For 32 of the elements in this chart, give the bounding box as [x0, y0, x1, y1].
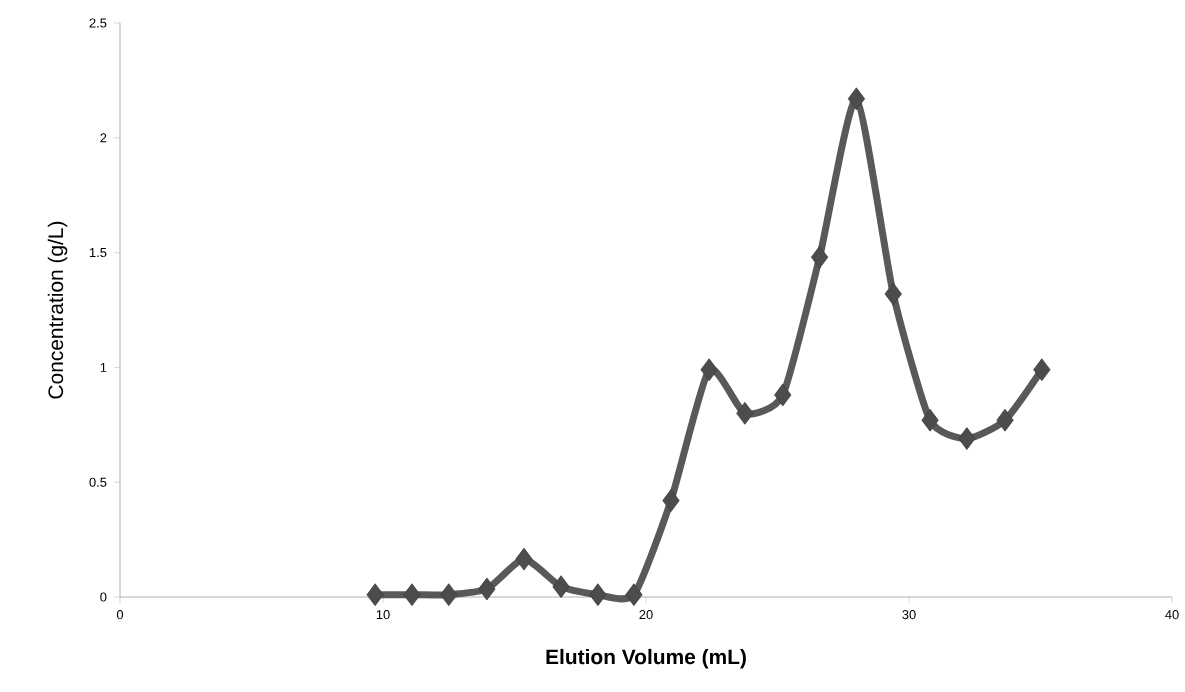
y-tick-label: 0	[100, 592, 107, 602]
x-axis-title: Elution Volume (mL)	[546, 648, 746, 669]
point	[996, 408, 1014, 432]
y-tick-label: 2.5	[89, 18, 107, 28]
x-tick-label: 40	[1165, 610, 1179, 620]
point	[810, 245, 829, 269]
point	[847, 87, 866, 111]
y-tick-label: 2	[100, 133, 107, 143]
point	[958, 427, 976, 450]
point	[662, 489, 680, 512]
x-tick-label: 20	[639, 610, 653, 620]
y-tick-label: 1	[100, 362, 107, 372]
y-axis-title: Concentration (g/L)	[47, 221, 68, 399]
point	[774, 383, 792, 407]
x-tick-label: 10	[376, 610, 390, 620]
point	[589, 583, 607, 607]
point	[700, 358, 718, 382]
point	[552, 575, 570, 599]
point	[515, 547, 533, 571]
point	[366, 583, 384, 607]
y-tick-label: 1.5	[89, 248, 107, 258]
point	[403, 583, 421, 607]
point	[736, 401, 754, 425]
point	[1033, 358, 1051, 382]
x-tick-label: 30	[902, 610, 916, 620]
point	[921, 408, 939, 432]
point	[440, 583, 458, 607]
x-tick-label: 0	[116, 610, 124, 620]
y-tick-label: 0.5	[89, 477, 107, 487]
point	[478, 577, 496, 601]
point	[884, 282, 902, 306]
point	[625, 583, 643, 607]
